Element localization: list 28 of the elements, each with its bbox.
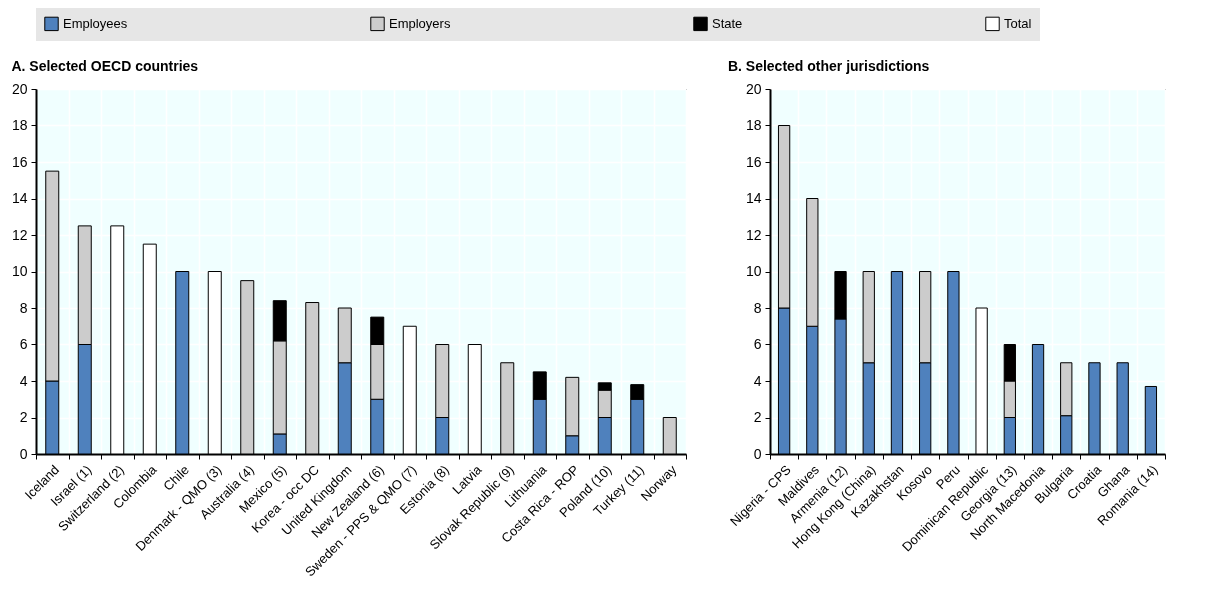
chart-title: B. Selected other jurisdictions — [727, 58, 930, 74]
y-tick-label: 18 — [745, 117, 762, 133]
legend-label: Employees — [63, 15, 128, 31]
y-tick-label: 20 — [745, 80, 762, 97]
y-tick-label: 16 — [11, 153, 28, 170]
y-tick-label: 0 — [19, 445, 28, 462]
y-tick-label: 10 — [745, 263, 762, 279]
y-tick-label: 6 — [753, 336, 762, 352]
y-tick-label: 4 — [753, 372, 762, 389]
y-tick-label: 2 — [753, 409, 762, 425]
y-tick-label: 14 — [745, 190, 762, 206]
y-tick-label: 6 — [19, 336, 28, 352]
legend-label: Total — [1004, 15, 1032, 31]
legend-label: State — [712, 15, 743, 31]
y-tick-label: 12 — [745, 226, 762, 243]
legend-label: Employers — [389, 15, 451, 31]
y-tick-label: 20 — [11, 80, 28, 97]
y-tick-label: 10 — [11, 263, 28, 279]
y-tick-label: 12 — [11, 226, 28, 243]
y-tick-label: 8 — [753, 299, 762, 316]
y-tick-label: 8 — [19, 299, 28, 316]
y-tick-label: 18 — [11, 117, 28, 133]
y-tick-label: 4 — [19, 372, 28, 389]
chart-title: A. Selected OECD countries — [11, 58, 199, 74]
y-tick-label: 2 — [19, 409, 28, 425]
y-tick-label: 14 — [11, 190, 28, 206]
y-tick-label: 16 — [745, 153, 762, 170]
y-tick-label: 0 — [753, 445, 762, 462]
